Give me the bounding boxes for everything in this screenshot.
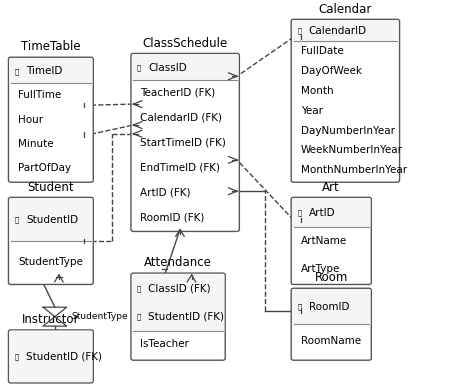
FancyBboxPatch shape (9, 197, 93, 284)
Text: ArtName: ArtName (301, 236, 347, 246)
Text: MonthNumberInYear: MonthNumberInYear (301, 165, 407, 176)
Text: 🔑: 🔑 (15, 353, 19, 360)
FancyBboxPatch shape (131, 273, 225, 360)
Text: FullDate: FullDate (301, 46, 343, 56)
Text: ClassID (FK): ClassID (FK) (148, 284, 211, 294)
FancyBboxPatch shape (131, 53, 239, 231)
Text: TimeTable: TimeTable (21, 41, 81, 53)
Text: RoomName: RoomName (301, 336, 361, 346)
Text: ArtID: ArtID (309, 208, 335, 218)
Text: WeekNumberInYear: WeekNumberInYear (301, 145, 402, 156)
FancyBboxPatch shape (9, 330, 93, 383)
Text: Calendar: Calendar (319, 3, 372, 16)
FancyBboxPatch shape (292, 198, 370, 228)
Text: Student: Student (27, 181, 74, 193)
FancyBboxPatch shape (292, 289, 370, 325)
Text: StudentID: StudentID (26, 215, 78, 225)
Text: Year: Year (301, 106, 323, 116)
Text: RoomID: RoomID (309, 302, 349, 312)
FancyBboxPatch shape (9, 331, 92, 382)
Text: 🔑: 🔑 (297, 304, 301, 310)
Text: Room: Room (315, 271, 348, 284)
Text: StartTimeID (FK): StartTimeID (FK) (140, 137, 226, 147)
Text: 🔑: 🔑 (15, 217, 19, 223)
Text: EndTimeID (FK): EndTimeID (FK) (140, 162, 220, 172)
FancyBboxPatch shape (9, 58, 92, 85)
Text: RoomID (FK): RoomID (FK) (140, 212, 205, 222)
Text: Instructor: Instructor (22, 313, 80, 326)
Text: StudentType: StudentType (18, 257, 83, 267)
Text: Hour: Hour (18, 115, 43, 125)
Text: DayOfWeek: DayOfWeek (301, 66, 362, 76)
Text: 🔑: 🔑 (137, 285, 141, 292)
FancyBboxPatch shape (132, 54, 238, 82)
Text: Minute: Minute (18, 139, 54, 149)
Text: Month: Month (301, 86, 333, 96)
Text: CalendarID (FK): CalendarID (FK) (140, 113, 222, 122)
Text: 🔑: 🔑 (297, 28, 301, 34)
FancyBboxPatch shape (291, 20, 400, 182)
Text: ArtID (FK): ArtID (FK) (140, 187, 191, 197)
Text: TimeID: TimeID (26, 66, 62, 76)
Text: TeacherID (FK): TeacherID (FK) (140, 88, 216, 98)
Text: 🔑: 🔑 (15, 68, 19, 74)
FancyBboxPatch shape (292, 20, 399, 42)
Text: 🔑: 🔑 (137, 64, 141, 71)
Text: Art: Art (322, 181, 340, 193)
Text: ArtType: ArtType (301, 264, 340, 274)
Text: ClassID: ClassID (148, 63, 187, 73)
FancyBboxPatch shape (132, 274, 224, 332)
Text: StudentID (FK): StudentID (FK) (26, 351, 102, 362)
Text: 🔑: 🔑 (297, 210, 301, 216)
Text: StudentID (FK): StudentID (FK) (148, 312, 224, 322)
Text: IsTeacher: IsTeacher (140, 339, 189, 349)
FancyBboxPatch shape (291, 197, 371, 284)
Text: ClassSchedule: ClassSchedule (143, 37, 228, 50)
Text: FullTime: FullTime (18, 90, 61, 101)
Text: Attendance: Attendance (144, 256, 212, 269)
Text: StudentType: StudentType (72, 312, 128, 321)
Text: CalendarID: CalendarID (309, 26, 367, 36)
FancyBboxPatch shape (291, 288, 371, 360)
Text: DayNumberInYear: DayNumberInYear (301, 126, 395, 136)
FancyBboxPatch shape (9, 198, 92, 242)
Text: PartOfDay: PartOfDay (18, 163, 71, 173)
FancyBboxPatch shape (9, 57, 93, 182)
Text: 🔑: 🔑 (137, 313, 141, 320)
